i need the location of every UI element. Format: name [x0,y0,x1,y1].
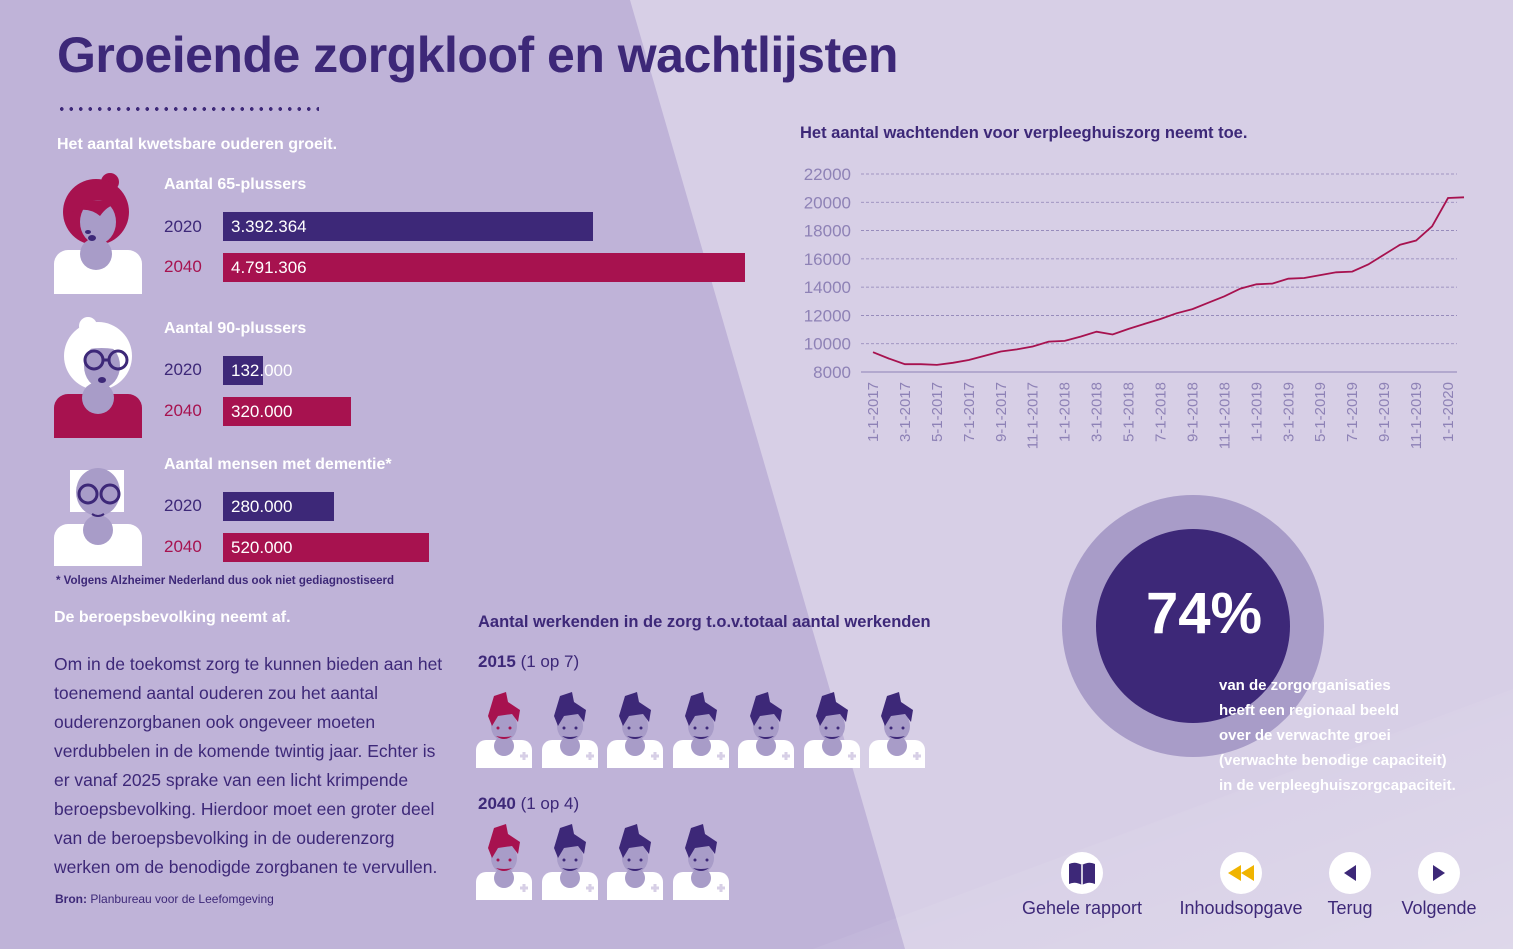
page-title: Groeiende zorgkloof en wachtlijsten [57,27,898,83]
care-worker-icon [607,824,663,900]
x-tick-label: 11-1-2018 [1216,382,1233,449]
x-tick-label: 9-1-2017 [993,382,1010,442]
care-worker-icon [738,692,794,768]
y-tick-label: 14000 [804,278,851,297]
source-text: Planbureau voor de Leefomgeving [90,892,274,906]
group-label-90plus: Aantal 90-plussers [164,320,307,337]
book-icon [1061,852,1103,894]
x-tick-label: 9-1-2018 [1184,382,1201,442]
year-label: 2020 [164,360,202,379]
elderly-woman-icon [54,317,142,438]
workers-ratio: (1 op 7) [520,652,580,671]
year-label: 2040 [164,401,202,420]
dementia-footnote: * Volgens Alzheimer Nederland dus ook ni… [56,575,395,587]
bar-dementia-2020: 280.000 [223,492,334,521]
workers-title: Aantal werkenden in de zorg t.o.v.totaal… [478,613,931,631]
workers-year: 2015 [478,652,516,671]
y-tick-label: 22000 [804,165,851,184]
next-button[interactable]: Volgende [1398,852,1480,919]
year-label: 2020 [164,496,202,515]
care-worker-icon [672,692,729,768]
stat-value: 74% [1145,581,1263,646]
x-tick-label: 1-1-2017 [865,382,882,442]
full-report-label: Gehele rapport [1021,898,1143,918]
rewind-icon [1220,852,1262,894]
x-tick-label: 7-1-2018 [1153,382,1170,442]
care-worker-icon [869,692,925,768]
next-label: Volgende [1401,898,1477,918]
care-worker-icon [476,824,532,900]
y-tick-label: 12000 [804,306,851,325]
chart-title: Het aantal wachtenden voor verpleeghuisz… [800,124,1248,142]
group-label-dementia: Aantal mensen met dementie* [164,456,392,473]
arrow-left-icon [1329,852,1371,894]
x-tick-label: 3-1-2017 [897,382,914,442]
stat-line: van de zorgorganisaties [1219,677,1391,694]
bar-65plus-2040: 4.791.306 [223,253,745,282]
workers-row-label-2040: 2040 (1 op 4) [478,794,579,814]
full-report-button[interactable]: Gehele rapport [1018,852,1146,919]
x-tick-label: 3-1-2018 [1089,382,1106,442]
arrow-right-icon [1418,852,1460,894]
x-tick-label: 3-1-2019 [1280,382,1297,442]
care-worker-icon [541,692,598,768]
x-tick-label: 7-1-2019 [1344,382,1361,442]
stat-circle-inner [1096,529,1290,723]
contents-button[interactable]: Inhoudsopgave [1176,852,1306,919]
stat-line: in de verpleeghuiszorgcapaciteit. [1219,777,1456,794]
elderly-man-icon [54,468,142,566]
contents-label: Inhoudsopgave [1179,898,1303,918]
y-tick-label: 20000 [804,193,851,212]
x-tick-label: 1-1-2018 [1057,382,1074,442]
care-worker-icon [803,692,860,768]
bar-65plus-2020: 3.392.364 [223,212,593,241]
elderly-heading: Het aantal kwetsbare ouderen groeit. [57,136,338,153]
x-tick-label: 7-1-2017 [961,382,978,442]
back-button[interactable]: Terug [1318,852,1382,919]
bar-dementia-2040: 520.000 [223,533,429,562]
waitlist-line-chart: 8000 10000 12000 14000 16000 18000 20000 22000 1… [804,165,1465,449]
workforce-heading: De beroepsbevolking neemt af. [54,609,291,626]
stat-line: (verwachte benodige capaciteit) [1219,752,1447,769]
x-tick-label: 1-1-2020 [1440,382,1457,442]
dotted-divider [57,106,319,112]
bar-90plus-2040: 320.000 [223,397,351,426]
year-label: 2040 [164,537,202,556]
care-worker-icon [607,692,663,768]
care-worker-icon [672,824,729,900]
y-tick-label: 8000 [813,363,851,382]
workers-year: 2040 [478,794,516,813]
x-tick-label: 5-1-2017 [929,382,946,442]
workers-row-label-2015: 2015 (1 op 7) [478,652,579,672]
y-tick-label: 16000 [804,250,851,269]
workforce-paragraph: Om in de toekomst zorg te kunnen bieden … [54,654,443,877]
series-line [872,196,1465,366]
x-tick-label: 11-1-2017 [1025,382,1042,449]
x-tick-label: 1-1-2019 [1248,382,1265,442]
care-worker-icon [541,824,598,900]
woman-icon [54,173,142,294]
x-tick-label: 5-1-2018 [1121,382,1138,442]
stat-line: over de verwachte groei [1219,727,1391,744]
group-label-65plus: Aantal 65-plussers [164,176,307,193]
bar-90plus-2020: 132.000 [223,356,292,385]
workers-ratio: (1 op 4) [520,794,580,813]
x-tick-label: 5-1-2019 [1312,382,1329,442]
source-label: Bron: [55,892,87,906]
back-label: Terug [1327,898,1373,918]
x-tick-label: 11-1-2019 [1408,382,1425,449]
source-line: Bron: Planbureau voor de Leefomgeving [55,892,274,906]
stat-line: heeft een regionaal beeld [1219,702,1400,719]
y-tick-label: 10000 [804,335,851,354]
year-label: 2040 [164,257,202,276]
year-label: 2020 [164,217,202,236]
care-worker-icon [476,692,532,768]
y-tick-label: 18000 [804,222,851,241]
x-tick-label: 9-1-2019 [1376,382,1393,442]
stat-description: van de zorgorganisaties heeft een region… [1219,673,1509,798]
